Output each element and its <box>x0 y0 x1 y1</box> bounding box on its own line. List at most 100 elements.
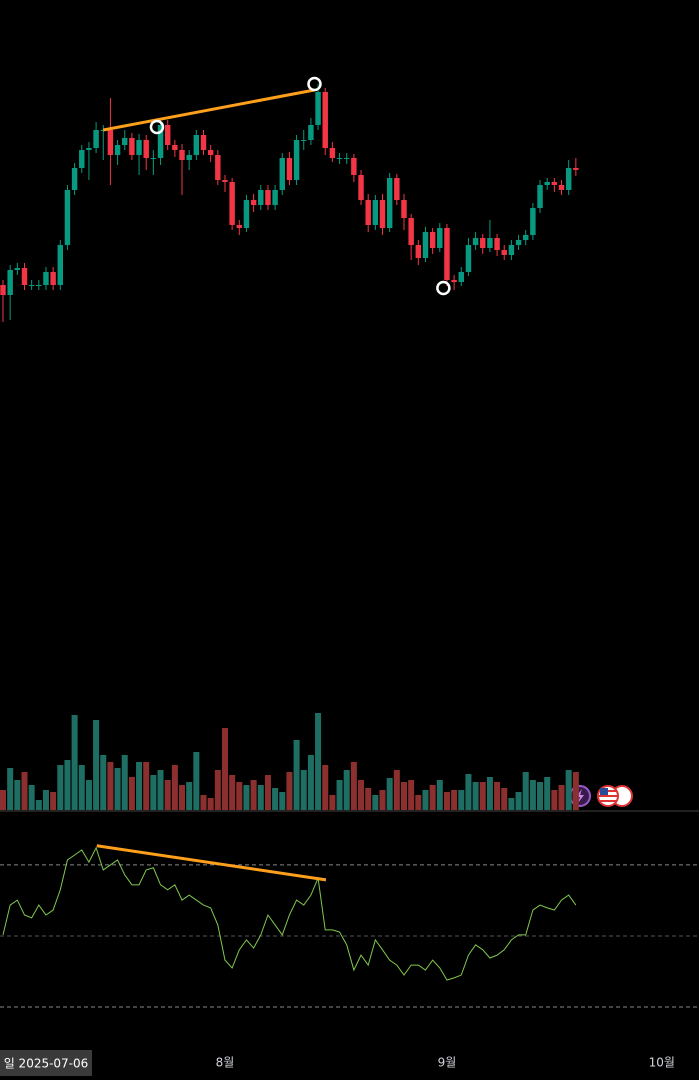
candle-body <box>336 158 343 159</box>
volume-bar <box>150 775 157 810</box>
volume-bar <box>400 782 407 810</box>
candle-body <box>143 140 149 158</box>
volume-bar <box>494 782 501 810</box>
candle-body <box>172 145 178 150</box>
candle-body <box>186 155 192 160</box>
candle-body <box>64 190 71 245</box>
volume-bar <box>365 788 372 810</box>
volume-bar <box>57 765 64 810</box>
volume-bar <box>193 752 200 810</box>
volume-bar <box>157 770 164 810</box>
candle-body <box>43 272 49 285</box>
volume-bar <box>415 795 422 810</box>
volume-bar <box>14 780 21 810</box>
volume-bar <box>35 800 42 810</box>
cursor-box <box>0 1050 92 1076</box>
candle-body <box>386 178 393 228</box>
volume-bar <box>565 770 572 810</box>
candle-body <box>243 200 250 228</box>
candle-body <box>164 125 171 145</box>
candle-body <box>107 130 114 155</box>
candle-body <box>501 250 507 255</box>
volume-bar <box>537 782 544 810</box>
event-icons[interactable] <box>569 785 633 807</box>
candle-body <box>379 200 386 228</box>
candle-body <box>422 232 429 258</box>
candle-body <box>372 200 379 225</box>
candle-body <box>250 200 257 205</box>
candle-body <box>451 280 457 282</box>
candle-body <box>215 155 221 180</box>
candle-body <box>544 182 550 185</box>
candle-body <box>322 92 328 148</box>
candle-body <box>286 158 293 180</box>
volume-bar <box>143 762 150 810</box>
volume-bar <box>336 780 343 810</box>
candle-body <box>301 140 307 141</box>
volume-bar <box>207 798 214 810</box>
candle-body <box>565 168 572 190</box>
volume-bar <box>300 770 307 810</box>
trendline <box>102 88 315 132</box>
volume-bar <box>171 765 178 810</box>
volume-bar <box>501 788 508 810</box>
volume-bar <box>7 768 14 810</box>
candle-body <box>293 140 300 180</box>
volume-bar <box>250 780 257 810</box>
candle-body <box>122 138 128 145</box>
candle-body <box>429 232 436 248</box>
candle-body <box>487 238 493 248</box>
candle-body <box>150 158 157 159</box>
volume-bar <box>358 780 365 810</box>
volume-bar <box>28 785 35 810</box>
volume-bar <box>558 785 565 810</box>
candle-body <box>200 135 207 150</box>
volume-bar <box>307 755 314 810</box>
candle-body <box>465 245 472 272</box>
volume-bar <box>186 782 193 810</box>
volume-bar <box>85 780 92 810</box>
volume-bar <box>272 788 279 810</box>
rsi-line <box>2 846 577 981</box>
volume-bar <box>221 728 228 810</box>
volume-bar <box>264 775 271 810</box>
candle-body <box>401 200 407 218</box>
volume-bar <box>544 777 551 810</box>
candle-body <box>57 245 64 285</box>
volume-bar <box>257 785 264 810</box>
candle-body <box>415 245 422 258</box>
volume-bar <box>572 772 579 810</box>
candle-body <box>458 272 464 282</box>
candle-body <box>480 238 486 248</box>
pivot-marker <box>149 119 165 135</box>
volume-bar <box>64 760 71 810</box>
pivot-marker <box>436 280 451 296</box>
candle-body <box>229 182 235 225</box>
volume-bar <box>200 795 207 810</box>
candle-body <box>136 140 142 155</box>
volume-bar <box>451 790 458 810</box>
candle-body <box>444 228 450 280</box>
cursor-label: 일 2025-07-06 <box>4 1057 89 1071</box>
candle-body <box>315 92 321 125</box>
x-tick-label: 10월 <box>649 1056 675 1070</box>
volume-bar <box>522 772 529 810</box>
volume-bar <box>458 790 465 810</box>
volume-bar <box>78 765 85 810</box>
candle-body <box>207 150 214 155</box>
candle-body <box>358 175 364 200</box>
volume-bar <box>21 772 28 810</box>
volume-bar <box>279 792 286 810</box>
volume-bar <box>42 790 49 810</box>
volume-bar <box>350 762 357 810</box>
volume-bar <box>93 720 100 810</box>
volume-bar <box>164 780 171 810</box>
candle-body <box>515 240 522 245</box>
candle-body <box>351 158 357 175</box>
candle-body <box>308 125 314 140</box>
volume-bar <box>286 772 293 810</box>
volume-bar <box>372 795 379 810</box>
volume-bar <box>551 790 558 810</box>
candle-body <box>86 148 92 150</box>
